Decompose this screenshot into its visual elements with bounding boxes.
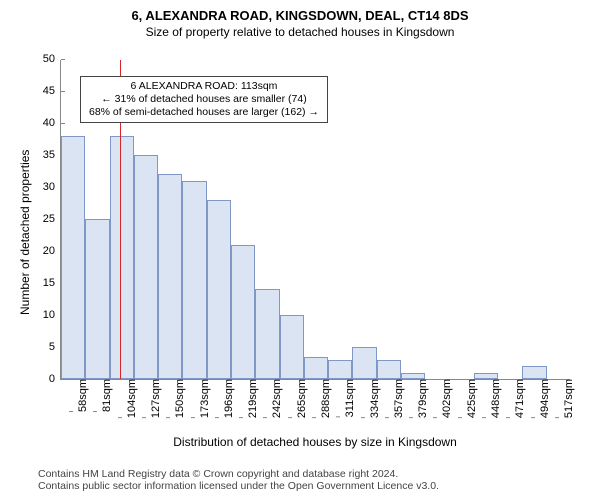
y-tick: 45 [43,85,61,97]
x-tick: 58sqm [73,379,89,412]
y-tick: 10 [43,309,61,321]
histogram-bar [61,136,85,379]
y-tick: 30 [43,181,61,193]
histogram-bar [328,360,352,379]
y-axis-label: Number of detached properties [18,150,32,315]
x-tick: 448sqm [486,379,502,418]
histogram-bar [134,155,158,379]
y-tick: 50 [43,53,61,65]
footer-line2: Contains public sector information licen… [38,480,439,492]
x-tick: 357sqm [389,379,405,418]
annotation-line1: 6 ALEXANDRA ROAD: 113sqm [89,80,319,93]
footer: Contains HM Land Registry data © Crown c… [38,468,439,492]
x-tick: 219sqm [243,379,259,418]
x-tick: 265sqm [292,379,308,418]
y-tick: 5 [49,341,61,353]
annotation-line3: 68% of semi-detached houses are larger (… [89,106,319,119]
histogram-bar [280,315,304,379]
histogram-bar [158,174,182,379]
annotation-line2: ← 31% of detached houses are smaller (74… [89,93,319,106]
x-tick: 150sqm [170,379,186,418]
x-tick: 379sqm [413,379,429,418]
x-tick: 288sqm [316,379,332,418]
footer-line1: Contains HM Land Registry data © Crown c… [38,468,439,480]
x-tick: 311sqm [340,379,356,417]
histogram-bar [255,289,279,379]
chart-subtitle: Size of property relative to detached ho… [0,23,600,39]
annotation-box: 6 ALEXANDRA ROAD: 113sqm ← 31% of detach… [80,76,328,123]
histogram-bar [352,347,376,379]
x-tick: 517sqm [559,379,575,418]
y-tick: 40 [43,117,61,129]
x-tick: 173sqm [195,379,211,418]
x-axis-label: Distribution of detached houses by size … [60,435,570,449]
histogram-bar [182,181,206,379]
x-tick: 242sqm [267,379,283,418]
x-tick: 471sqm [510,379,526,418]
x-tick: 104sqm [122,379,138,418]
histogram-bar [522,366,546,379]
x-tick: 196sqm [219,379,235,418]
x-tick: 334sqm [365,379,381,418]
histogram-bar [207,200,231,379]
y-tick: 15 [43,277,61,289]
x-tick: 425sqm [462,379,478,418]
x-tick: 81sqm [97,379,113,412]
histogram-bar [110,136,134,379]
chart-title: 6, ALEXANDRA ROAD, KINGSDOWN, DEAL, CT14… [0,0,600,23]
histogram-bar [377,360,401,379]
y-tick: 20 [43,245,61,257]
y-tick: 0 [49,373,61,385]
histogram-bar [85,219,109,379]
x-tick: 127sqm [146,379,162,418]
histogram-bar [231,245,255,379]
y-tick: 35 [43,149,61,161]
histogram-bar [304,357,328,379]
x-tick: 494sqm [535,379,551,418]
y-tick: 25 [43,213,61,225]
x-tick: 402sqm [437,379,453,418]
